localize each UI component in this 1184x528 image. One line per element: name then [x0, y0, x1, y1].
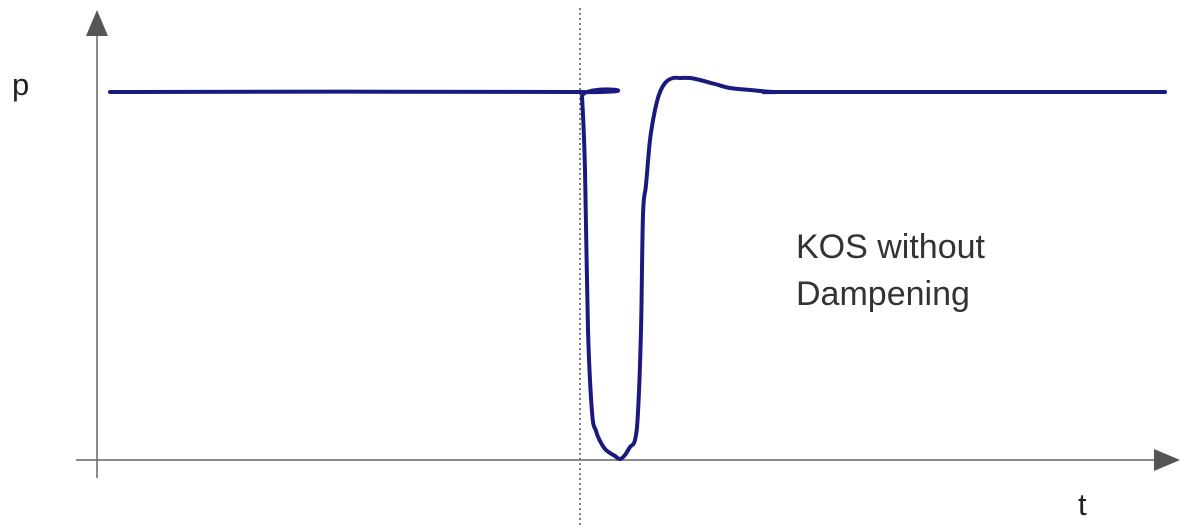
y-axis-label: p: [12, 67, 29, 102]
x-axis-label: t: [1078, 487, 1087, 522]
annotation-line-2: Dampening: [796, 275, 970, 313]
x-axis-arrow-icon: [1154, 449, 1180, 471]
annotation-line-1: KOS without: [796, 228, 986, 266]
pressure-series-line: [108, 75, 1167, 461]
y-axis-arrow-icon: [86, 10, 108, 36]
